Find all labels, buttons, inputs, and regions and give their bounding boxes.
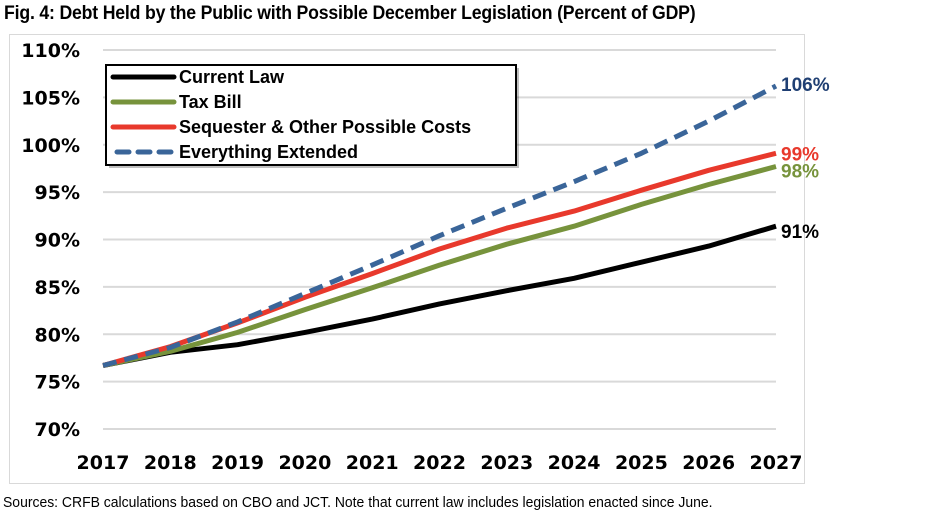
series-line-tax-bill <box>102 164 777 368</box>
x-tick-label: 2025 <box>615 452 668 474</box>
y-tick-label: 80% <box>35 324 80 346</box>
x-tick-label: 2027 <box>750 452 803 474</box>
end-labels: 91% 98%99% 106% <box>781 75 830 243</box>
y-tick-label: 100% <box>21 135 80 157</box>
y-tick-label: 70% <box>35 419 80 441</box>
legend-label: Current Law <box>179 67 285 87</box>
legend: Current Law Tax Bill Sequester & Other Pos… <box>105 64 519 168</box>
x-tick-label: 2019 <box>211 452 264 474</box>
y-axis-ticks: 70% 75% 80% 85% 90% 95% 100% 105% 110% <box>21 40 80 441</box>
x-tick-label: 2020 <box>278 452 331 474</box>
series-line-everything-extended <box>102 83 778 368</box>
x-tick-label: 2022 <box>413 452 466 474</box>
x-axis-ticks: 2017 2018 2019 2020 2021 2022 2023 2024 2025 2026… <box>77 452 803 474</box>
end-label: 106% <box>781 75 830 96</box>
series-line-current-law <box>102 223 777 368</box>
end-label: 91% <box>781 222 819 243</box>
x-tick-label: 2021 <box>346 452 399 474</box>
legend-box <box>105 64 517 166</box>
x-tick-label: 2024 <box>548 452 601 474</box>
chart-title: Fig. 4: Debt Held by the Public with Pos… <box>4 3 696 24</box>
legend-label: Everything Extended <box>179 142 358 162</box>
end-label: 98% <box>781 162 819 183</box>
y-tick-label: 95% <box>35 182 80 204</box>
source-note: Sources: CRFB calculations based on CBO … <box>3 494 713 511</box>
chart-frame <box>9 34 805 484</box>
legend-label: Tax Bill <box>179 92 242 112</box>
x-tick-label: 2017 <box>77 452 130 474</box>
legend-label: Sequester & Other Possible Costs <box>179 117 471 137</box>
x-tick-label: 2023 <box>480 452 533 474</box>
y-tick-label: 85% <box>35 277 80 299</box>
y-tick-label: 110% <box>21 40 80 62</box>
y-tick-label: 75% <box>35 372 80 394</box>
series-lines <box>102 83 778 368</box>
y-tick-label: 105% <box>21 87 80 109</box>
x-tick-label: 2018 <box>144 452 197 474</box>
y-tick-label: 90% <box>35 230 80 252</box>
end-label: 99% <box>781 144 819 165</box>
x-tick-label: 2026 <box>682 452 735 474</box>
